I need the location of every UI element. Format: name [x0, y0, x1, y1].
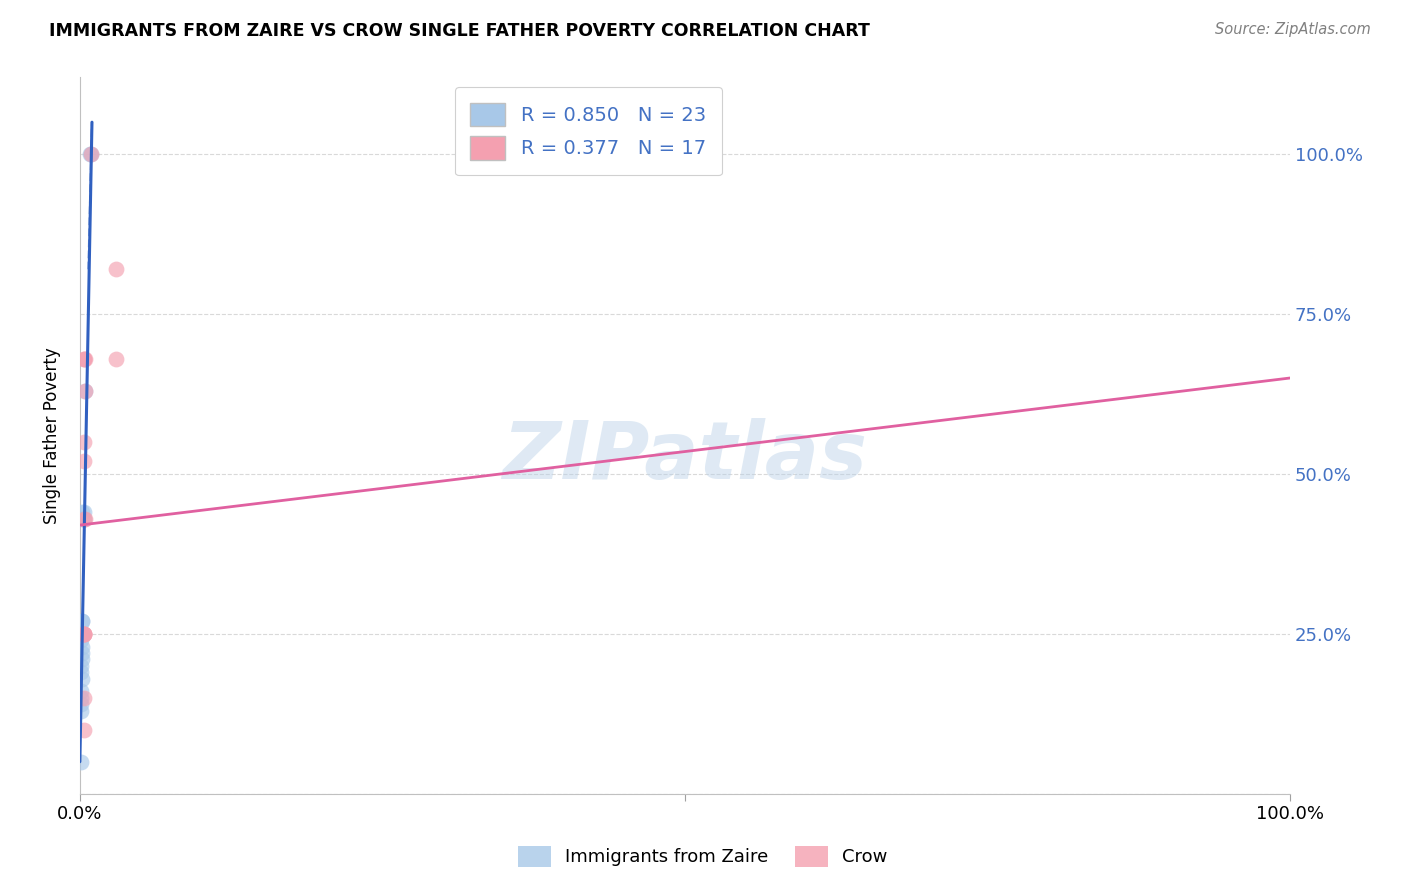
- Point: [70, 755, 93, 769]
- Point: [72, 627, 94, 641]
- Point: [70, 665, 93, 680]
- Point: [72, 627, 94, 641]
- Point: [72, 640, 94, 654]
- Point: [80, 147, 103, 161]
- Text: IMMIGRANTS FROM ZAIRE VS CROW SINGLE FATHER POVERTY CORRELATION CHART: IMMIGRANTS FROM ZAIRE VS CROW SINGLE FAT…: [49, 22, 870, 40]
- Point: [72, 511, 94, 525]
- Point: [70, 704, 93, 718]
- Point: [105, 262, 128, 277]
- Point: [105, 351, 128, 366]
- Point: [80, 147, 103, 161]
- Point: [73, 351, 96, 366]
- Point: [70, 627, 93, 641]
- Point: [70, 690, 93, 705]
- Point: [70, 684, 93, 698]
- Legend: Immigrants from Zaire, Crow: Immigrants from Zaire, Crow: [510, 838, 896, 874]
- Point: [72, 614, 94, 628]
- Point: [73, 384, 96, 398]
- Point: [72, 505, 94, 519]
- Point: [70, 633, 93, 648]
- Point: [72, 511, 94, 525]
- Point: [70, 697, 93, 711]
- Point: [72, 505, 94, 519]
- Legend: R = 0.850   N = 23, R = 0.377   N = 17: R = 0.850 N = 23, R = 0.377 N = 17: [454, 87, 721, 176]
- Point: [79, 147, 101, 161]
- Point: [72, 672, 94, 686]
- Point: [72, 652, 94, 666]
- Y-axis label: Single Father Poverty: Single Father Poverty: [44, 347, 60, 524]
- Point: [72, 627, 94, 641]
- Text: Source: ZipAtlas.com: Source: ZipAtlas.com: [1215, 22, 1371, 37]
- Point: [72, 511, 94, 525]
- Point: [72, 351, 94, 366]
- Point: [72, 627, 94, 641]
- Point: [72, 723, 94, 737]
- Point: [73, 511, 96, 525]
- Point: [70, 658, 93, 673]
- Point: [72, 614, 94, 628]
- Point: [73, 384, 96, 398]
- Point: [72, 454, 94, 468]
- Point: [72, 434, 94, 449]
- Point: [72, 690, 94, 705]
- Point: [72, 627, 94, 641]
- Point: [72, 351, 94, 366]
- Point: [72, 646, 94, 660]
- Text: ZIPatlas: ZIPatlas: [502, 418, 868, 496]
